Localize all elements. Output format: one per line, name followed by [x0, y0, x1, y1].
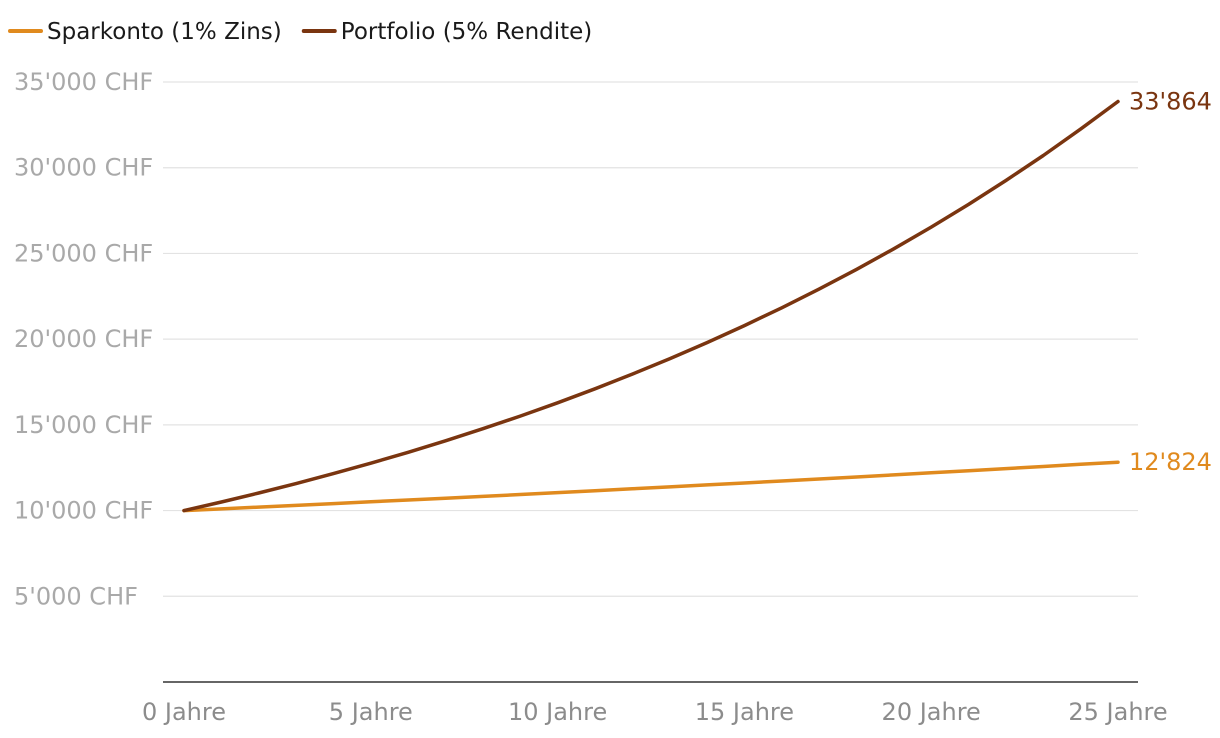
legend-label-1: Portfolio (5% Rendite)	[341, 19, 593, 45]
y-tick-label: 35'000 CHF	[14, 68, 153, 96]
end-labels: 12'824 33'864	[1129, 87, 1212, 476]
series-line-1	[182, 99, 1120, 513]
gridlines	[163, 81, 1138, 597]
x-tick-label: 20 Jahre	[882, 698, 981, 726]
y-tick-label: 30'000 CHF	[14, 154, 153, 182]
x-tick-label: 5 Jahre	[329, 698, 413, 726]
y-tick-label: 20'000 CHF	[14, 325, 153, 353]
series-lines	[182, 99, 1120, 513]
y-axis-tick-labels: 5'000 CHF 10'000 CHF 15'000 CHF 20'000 CHF 2…	[14, 68, 153, 610]
y-tick-label: 15'000 CHF	[14, 411, 153, 439]
end-label-1: 33'864	[1129, 87, 1212, 115]
x-tick-label: 0 Jahre	[142, 698, 226, 726]
end-label-0: 12'824	[1129, 448, 1212, 476]
legend: Sparkonto (1% Zins) Portfolio (5% Rendite…	[8, 19, 593, 45]
y-tick-label: 5'000 CHF	[14, 582, 138, 610]
series-line-0	[182, 460, 1120, 513]
y-tick-label: 10'000 CHF	[14, 497, 153, 525]
x-axis-tick-labels: 0 Jahre 5 Jahre 10 Jahre 15 Jahre 20 Jahre 25…	[142, 698, 1168, 726]
x-tick-label: 10 Jahre	[508, 698, 607, 726]
x-tick-label: 25 Jahre	[1068, 698, 1167, 726]
x-tick-label: 15 Jahre	[695, 698, 794, 726]
legend-label-0: Sparkonto (1% Zins)	[47, 19, 282, 45]
y-tick-label: 25'000 CHF	[14, 239, 153, 267]
